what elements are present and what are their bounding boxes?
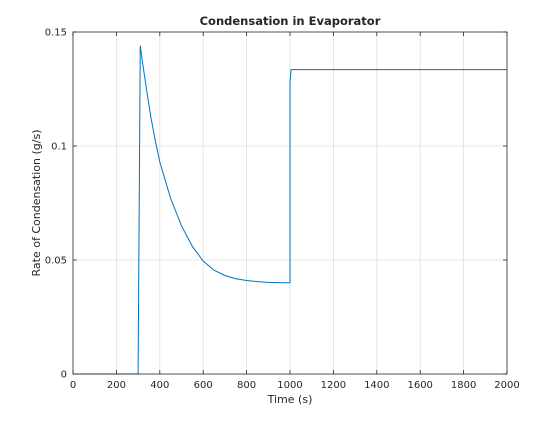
x-tick-label: 200 (107, 380, 126, 391)
x-tick-label: 400 (150, 380, 169, 391)
y-tick-label: 0.05 (45, 256, 67, 267)
y-axis-label: Rate of Condensation (g/s) (30, 130, 43, 277)
x-tick-label: 600 (194, 380, 213, 391)
x-tick-label: 1600 (407, 380, 432, 391)
ticks: 0 200 400 600 800 1000 1200 1400 1600 1800 2000 0 0.… (45, 28, 520, 392)
x-tick-label: 1400 (364, 380, 389, 391)
x-tick-label: 1000 (277, 380, 302, 391)
series-line (73, 45, 507, 375)
x-tick-label: 1200 (321, 380, 346, 391)
y-tick-label: 0 (61, 370, 67, 381)
y-tick-label: 0.15 (45, 28, 67, 39)
y-tick-label: 0.1 (51, 142, 67, 153)
x-tick-label: 800 (237, 380, 256, 391)
x-tick-label: 1800 (451, 380, 476, 391)
x-tick-label: 2000 (494, 380, 519, 391)
chart-title: Condensation in Evaporator (200, 14, 381, 28)
x-tick-label: 0 (70, 380, 76, 391)
x-axis-label: Time (s) (267, 393, 313, 406)
